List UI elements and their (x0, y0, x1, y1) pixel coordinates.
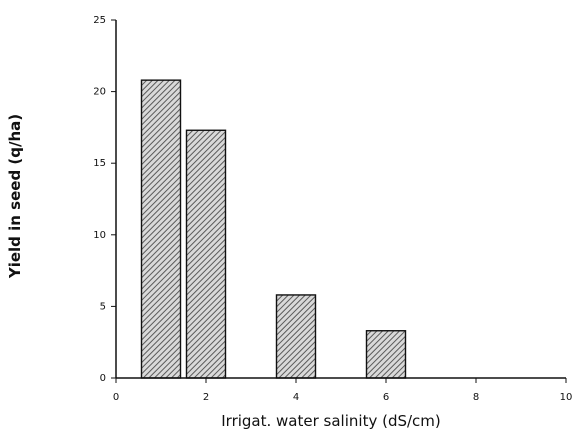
x-axis-title: Irrigat. water salinity (dS/cm) (221, 412, 441, 429)
bar-1 (140, 79, 182, 379)
x-tick-label-10: 10 (560, 392, 572, 403)
y-tick-label-20: 20 (93, 87, 106, 98)
y-ticks-layer: 0 5 10 15 20 25 (93, 15, 116, 384)
bars-layer (140, 79, 407, 379)
x-tick-label-2: 2 (203, 392, 209, 403)
x-tick-label-0: 0 (113, 392, 119, 403)
x-tick-label-4: 4 (293, 392, 299, 403)
y-tick-label-5: 5 (100, 301, 106, 312)
y-axis-title: Yield in seed (q/ha) (6, 114, 24, 279)
x-tick-label-6: 6 (383, 392, 389, 403)
bar-4 (275, 294, 317, 379)
x-ticks-layer: 0 2 4 6 8 10 (113, 378, 572, 403)
y-tick-label-25: 25 (93, 15, 106, 26)
bar-6 (365, 330, 407, 379)
y-tick-label-10: 10 (93, 230, 106, 241)
bar-2 (185, 129, 227, 379)
y-tick-label-15: 15 (93, 158, 106, 169)
y-tick-label-0: 0 (100, 373, 106, 384)
x-tick-label-8: 8 (473, 392, 479, 403)
